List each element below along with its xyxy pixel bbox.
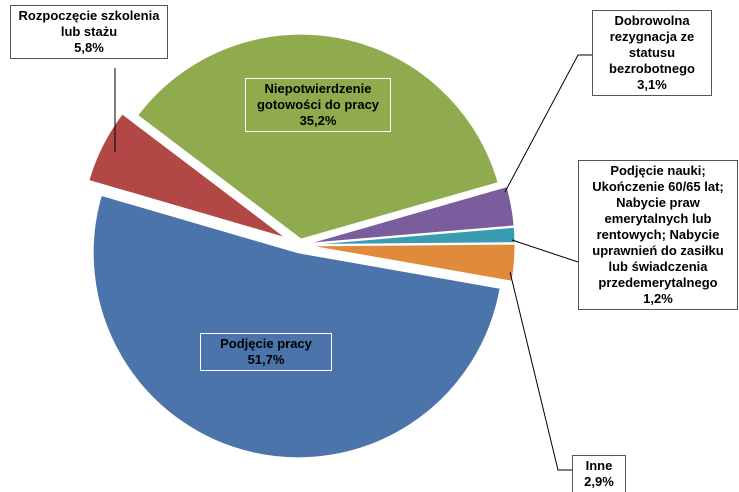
- slice-label: Podjęcie pracy 51,7%: [200, 333, 332, 371]
- pie-slice: [88, 113, 287, 239]
- slice-label: Niepotwierdzenie gotowości do pracy 35,2%: [245, 78, 391, 132]
- leader-line: [509, 271, 572, 471]
- pie-slice: [309, 186, 515, 244]
- slice-label: Inne 2,9%: [572, 455, 626, 492]
- leader-line: [504, 54, 592, 193]
- label-name: Podjęcie pracy: [220, 336, 312, 351]
- label-value: 5,8%: [74, 40, 104, 55]
- label-name: Podjęcie nauki; Ukończenie 60/65 lat; Na…: [592, 163, 724, 290]
- label-name: Dobrowolna rezygnacja ze statusu bezrobo…: [609, 13, 695, 76]
- label-value: 3,1%: [637, 77, 667, 92]
- pie-slice: [137, 33, 499, 240]
- leader-line: [511, 239, 579, 263]
- label-value: 35,2%: [299, 113, 337, 128]
- slice-label: Rozpoczęcie szkolenia lub stażu 5,8%: [10, 5, 168, 59]
- label-value: 1,2%: [643, 291, 673, 306]
- label-value: 2,9%: [584, 474, 614, 489]
- pie-slice: [92, 194, 501, 459]
- label-name: Niepotwierdzenie gotowości do pracy: [256, 81, 380, 112]
- slice-label: Podjęcie nauki; Ukończenie 60/65 lat; Na…: [578, 160, 738, 310]
- label-name: Rozpoczęcie szkolenia lub stażu: [18, 8, 160, 39]
- label-value: 51,7%: [247, 352, 285, 367]
- label-name: Inne: [585, 458, 613, 473]
- pie-slice: [309, 226, 516, 246]
- slice-label: Dobrowolna rezygnacja ze statusu bezrobo…: [592, 10, 712, 96]
